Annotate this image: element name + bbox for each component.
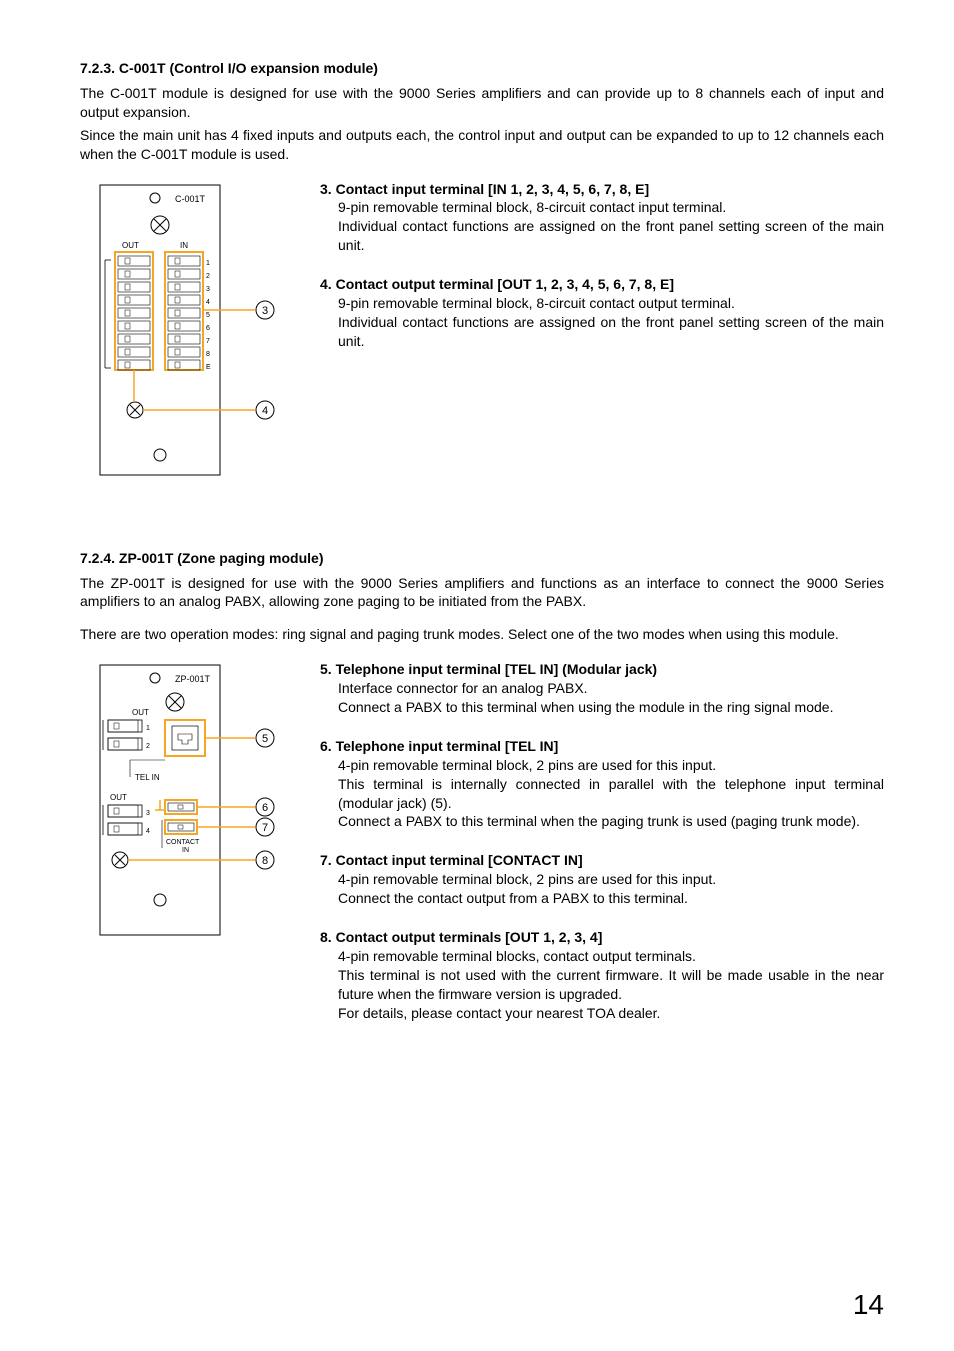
label-in: IN — [180, 241, 188, 250]
label-top: C-001T — [175, 194, 206, 204]
def-item: 8. Contact output terminals [OUT 1, 2, 3… — [320, 928, 884, 1022]
svg-text:1: 1 — [146, 725, 150, 732]
svg-text:2: 2 — [146, 743, 150, 750]
svg-text:4: 4 — [206, 299, 210, 306]
section1-paras: The C-001T module is designed for use wi… — [80, 84, 884, 164]
section2-paras-a: The ZP-001T is designed for use with the… — [80, 574, 884, 612]
def-body-line: Connect the contact output from a PABX t… — [338, 889, 884, 908]
def-item: 6. Telephone input terminal [TEL IN] 4-p… — [320, 737, 884, 831]
def-body-line: Individual contact functions are assigne… — [338, 313, 884, 351]
def-body-line: 4-pin removable terminal block, 2 pins a… — [338, 870, 884, 889]
callout-4: 4 — [262, 405, 268, 417]
def-body-line: 4-pin removable terminal blocks, contact… — [338, 947, 884, 966]
section1-defs: 3. Contact input terminal [IN 1, 2, 3, 4… — [320, 180, 884, 480]
label-contactin-2: IN — [182, 847, 189, 854]
svg-text:8: 8 — [206, 351, 210, 358]
section2-row: ZP-001T OUT 1 2 5 TEL IN — [80, 660, 884, 1042]
diagram-zp001t: ZP-001T OUT 1 2 5 TEL IN — [80, 660, 280, 1042]
section-heading-2: 7.2.4. ZP-001T (Zone paging module) — [80, 550, 884, 566]
section2-paras-b: There are two operation modes: ring sign… — [80, 625, 884, 644]
def-body-line: This terminal is not used with the curre… — [338, 966, 884, 1004]
def-body-line: Individual contact functions are assigne… — [338, 217, 884, 255]
label-contactin-1: CONTACT — [166, 839, 200, 846]
svg-text:5: 5 — [206, 312, 210, 319]
svg-text:1: 1 — [206, 260, 210, 267]
page-number: 14 — [853, 1289, 884, 1321]
svg-text:3: 3 — [206, 286, 210, 293]
def-item: 4. Contact output terminal [OUT 1, 2, 3,… — [320, 275, 884, 351]
def-body-line: 4-pin removable terminal block, 2 pins a… — [338, 756, 884, 775]
def-item: 7. Contact input terminal [CONTACT IN] 4… — [320, 851, 884, 908]
def-title-text: Contact output terminal [OUT 1, 2, 3, 4,… — [336, 276, 674, 292]
def-num: 3. — [320, 181, 332, 197]
label-out: OUT — [122, 241, 139, 250]
callout-7: 7 — [262, 822, 268, 834]
label-out2: OUT — [110, 793, 127, 802]
section2-defs: 5. Telephone input terminal [TEL IN] (Mo… — [320, 660, 884, 1042]
label-top: ZP-001T — [175, 674, 211, 684]
para: Since the main unit has 4 fixed inputs a… — [80, 126, 884, 164]
svg-text:4: 4 — [146, 828, 150, 835]
label-telin: TEL IN — [135, 773, 160, 782]
def-body-line: 9-pin removable terminal block, 8-circui… — [338, 294, 884, 313]
def-item: 5. Telephone input terminal [TEL IN] (Mo… — [320, 660, 884, 717]
def-item: 3. Contact input terminal [IN 1, 2, 3, 4… — [320, 180, 884, 256]
svg-text:3: 3 — [146, 810, 150, 817]
def-title-text: Contact output terminals [OUT 1, 2, 3, 4… — [336, 929, 603, 945]
def-num: 4. — [320, 276, 332, 292]
def-body-line: Connect a PABX to this terminal when usi… — [338, 698, 884, 717]
callout-8: 8 — [262, 855, 268, 867]
svg-text:7: 7 — [206, 338, 210, 345]
def-body-line: Connect a PABX to this terminal when the… — [338, 812, 884, 831]
def-title-text: Contact input terminal [CONTACT IN] — [336, 852, 583, 868]
callout-5: 5 — [262, 733, 268, 745]
def-title-text: Telephone input terminal [TEL IN] — [336, 738, 559, 754]
def-body-line: This terminal is internally connected in… — [338, 775, 884, 813]
svg-text:E: E — [206, 364, 211, 371]
para: There are two operation modes: ring sign… — [80, 625, 884, 644]
def-num: 5. — [320, 661, 332, 677]
def-title-text: Telephone input terminal [TEL IN] (Modul… — [336, 661, 658, 677]
def-body-line: 9-pin removable terminal block, 8-circui… — [338, 198, 884, 217]
svg-text:6: 6 — [206, 325, 210, 332]
def-num: 6. — [320, 738, 332, 754]
svg-text:2: 2 — [206, 273, 210, 280]
callout-3: 3 — [262, 305, 268, 317]
callout-6: 6 — [262, 802, 268, 814]
def-num: 8. — [320, 929, 332, 945]
section1-row: C-001T OUT IN 1 — [80, 180, 884, 480]
diagram-c001t: C-001T OUT IN 1 — [80, 180, 280, 480]
para: The ZP-001T is designed for use with the… — [80, 574, 884, 612]
para: The C-001T module is designed for use wi… — [80, 84, 884, 122]
label-out1: OUT — [132, 708, 149, 717]
section-heading-1: 7.2.3. C-001T (Control I/O expansion mod… — [80, 60, 884, 76]
def-body-line: Interface connector for an analog PABX. — [338, 679, 884, 698]
def-title-text: Contact input terminal [IN 1, 2, 3, 4, 5… — [336, 181, 650, 197]
def-body-line: For details, please contact your nearest… — [338, 1004, 884, 1023]
def-num: 7. — [320, 852, 332, 868]
